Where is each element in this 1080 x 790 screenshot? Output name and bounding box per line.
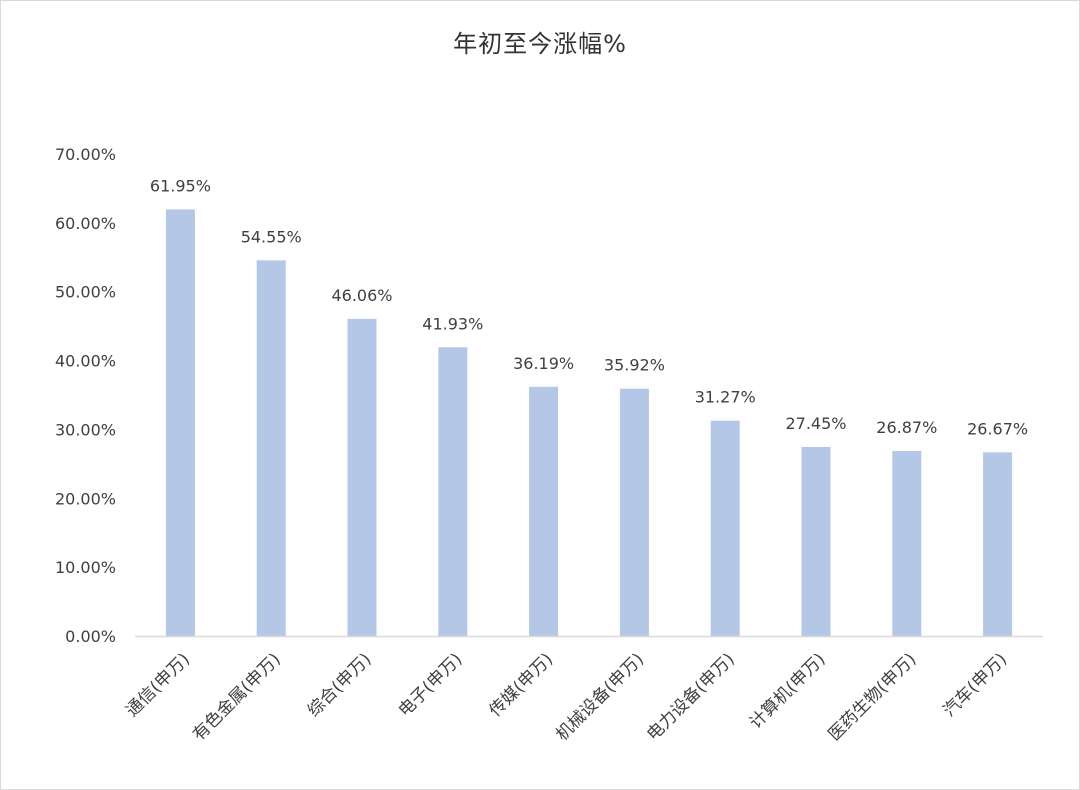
y-tick-label: 40.00% <box>55 352 116 371</box>
x-tick-label: 机械设备(申万) <box>552 649 648 745</box>
y-tick-label: 70.00% <box>55 145 116 164</box>
data-label: 41.93% <box>422 314 483 333</box>
bar <box>983 452 1013 636</box>
data-label: 26.87% <box>876 418 937 437</box>
data-label: 31.27% <box>695 388 756 407</box>
bar <box>619 388 649 636</box>
chart-title: 年初至今涨幅% <box>453 30 627 58</box>
bar <box>165 209 195 636</box>
bar <box>801 446 831 636</box>
x-tick-label: 有色金属(申万) <box>189 649 285 745</box>
bar <box>347 318 377 636</box>
bar <box>710 420 740 636</box>
y-tick-label: 0.00% <box>65 627 116 646</box>
y-tick-label: 20.00% <box>55 489 116 508</box>
y-axis-labels: 0.00% 10.00% 20.00% 30.00% 40.00% 50.00% 60.00… <box>55 145 116 646</box>
bars <box>165 209 1013 636</box>
data-label: 54.55% <box>241 227 302 246</box>
bar <box>892 450 922 636</box>
data-label: 35.92% <box>604 356 665 375</box>
bar <box>438 347 468 636</box>
data-label: 27.45% <box>785 414 846 433</box>
x-tick-label: 医药生物(申万) <box>825 649 921 745</box>
y-tick-label: 30.00% <box>55 420 116 439</box>
data-label: 46.06% <box>331 286 392 305</box>
data-labels: 61.95% 54.55% 46.06% 41.93% 36.19% 35.92% 31.2… <box>150 176 1028 438</box>
x-tick-label: 传媒(申万) <box>486 649 558 721</box>
y-tick-label: 60.00% <box>55 214 116 233</box>
data-label: 36.19% <box>513 354 574 373</box>
y-tick-label: 50.00% <box>55 283 116 302</box>
x-tick-label: 综合(申万) <box>304 649 376 721</box>
x-tick-label: 通信(申万) <box>122 649 194 721</box>
data-label: 26.67% <box>967 419 1028 438</box>
x-axis-labels: 通信(申万)有色金属(申万) 综合(申万) 电子(申万) 传媒(申万)机械设备(申万)… <box>122 649 1011 745</box>
x-tick-label: 汽车(申万) <box>940 649 1012 721</box>
y-tick-label: 10.00% <box>55 558 116 577</box>
x-tick-label: 电力设备(申万) <box>643 649 739 745</box>
x-tick-label: 电子(申万) <box>395 649 467 721</box>
x-tick-label: 计算机(申万) <box>746 649 830 733</box>
bar <box>256 260 286 636</box>
bar <box>529 386 559 636</box>
data-label: 61.95% <box>150 176 211 195</box>
